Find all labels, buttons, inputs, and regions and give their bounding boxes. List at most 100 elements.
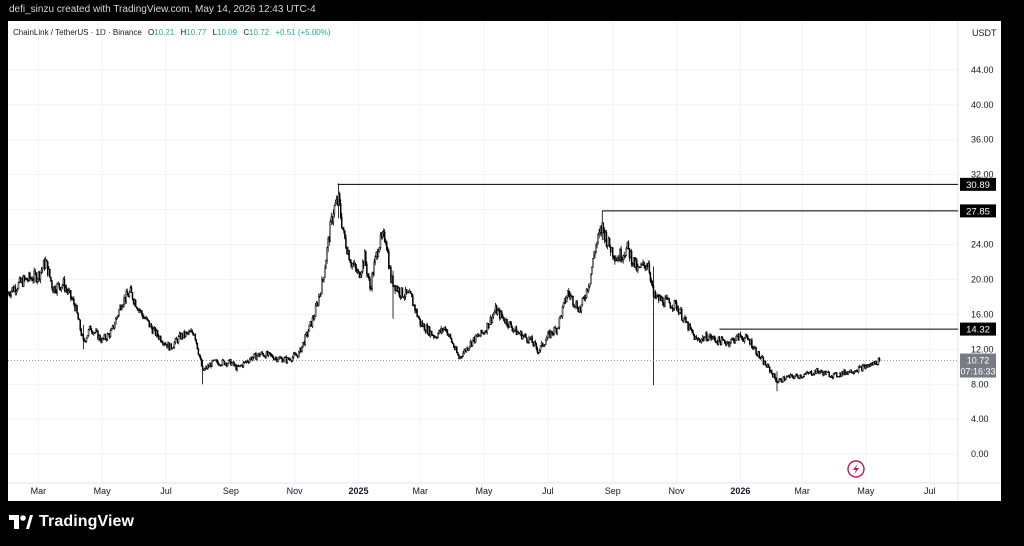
low-value: 10.09 <box>217 28 238 37</box>
candle-body <box>221 359 224 366</box>
candle-body <box>729 342 731 346</box>
candle <box>643 261 645 269</box>
candle <box>585 288 588 299</box>
candle-body <box>857 367 860 373</box>
candle <box>620 245 622 264</box>
candle <box>323 276 325 283</box>
candle <box>259 354 261 357</box>
candle-body <box>791 374 794 378</box>
candle-body <box>44 259 47 269</box>
candle-body <box>287 357 290 360</box>
candle-body <box>683 317 685 322</box>
candle <box>110 327 113 331</box>
candle-body <box>314 305 317 317</box>
candle <box>365 250 367 267</box>
candle <box>221 358 224 366</box>
candle <box>122 303 124 308</box>
candle <box>87 328 90 337</box>
candle <box>502 314 504 320</box>
candle-body <box>403 296 406 299</box>
candle <box>26 277 28 281</box>
candle <box>468 346 471 351</box>
candle <box>608 237 611 248</box>
brand[interactable]: TradingView <box>9 513 134 531</box>
candle-body <box>444 327 447 331</box>
candle <box>324 264 326 278</box>
candle <box>450 337 453 343</box>
candle-body <box>714 338 717 342</box>
candle-body <box>267 351 270 356</box>
candle <box>615 255 617 263</box>
candle <box>201 359 204 385</box>
candle <box>50 276 52 283</box>
candle-body <box>651 282 654 286</box>
candle <box>878 357 881 362</box>
candle-body <box>755 347 757 355</box>
candle-body <box>423 323 426 331</box>
candle-body <box>387 249 389 252</box>
candle <box>70 290 72 302</box>
candle <box>195 339 198 345</box>
time-tick: May <box>476 486 494 496</box>
candle-body <box>326 247 328 261</box>
candle <box>691 329 694 334</box>
candle-body <box>708 336 710 341</box>
candle <box>513 329 516 333</box>
candle-body <box>358 271 361 278</box>
candle-body <box>690 328 692 330</box>
candle-body <box>678 312 681 315</box>
candle-body <box>349 259 351 263</box>
candle-body <box>73 298 75 305</box>
candle <box>104 333 107 341</box>
candle <box>262 352 265 357</box>
candle <box>713 335 715 341</box>
candle <box>126 288 129 296</box>
candle <box>726 341 728 347</box>
candle-body <box>511 327 514 332</box>
candle-body <box>291 356 294 362</box>
candle <box>344 230 346 240</box>
candle-body <box>720 337 723 346</box>
candle-body <box>217 362 220 366</box>
candle-body <box>294 353 297 356</box>
candle-body <box>298 351 300 358</box>
candle-body <box>551 330 553 335</box>
candle <box>343 226 345 234</box>
candle <box>360 270 363 278</box>
candle-body <box>552 333 554 335</box>
candle-body <box>122 304 124 307</box>
candle <box>139 307 141 314</box>
candle <box>116 316 118 320</box>
candle-body <box>82 334 85 341</box>
candle-body <box>803 374 805 378</box>
candle <box>35 272 37 284</box>
candle <box>700 337 703 344</box>
chart-area[interactable]: ChainLink / TetherUS · 1D · Binance O10.… <box>8 21 1001 501</box>
candle <box>94 331 96 334</box>
candle <box>648 260 651 275</box>
candle <box>474 334 477 344</box>
candle-body <box>344 230 346 239</box>
candle-body <box>771 370 773 374</box>
candle <box>794 375 796 380</box>
level-badge <box>960 322 996 336</box>
candle-body <box>758 351 760 359</box>
candle-body <box>649 272 652 281</box>
candle <box>552 332 554 337</box>
time-tick: Mar <box>31 486 47 496</box>
candle <box>767 363 770 368</box>
candle-body <box>591 267 593 275</box>
candle <box>54 284 56 294</box>
candle <box>673 299 676 311</box>
candlestick-chart[interactable]: ChainLink / TetherUS · 1D · Binance O10.… <box>8 21 1001 501</box>
candle-body <box>786 375 789 378</box>
candle-body <box>23 275 26 280</box>
candle-body <box>324 268 326 278</box>
candle-body <box>385 241 388 251</box>
candle-body <box>412 296 414 306</box>
time-tick: Nov <box>287 486 304 496</box>
candle-body <box>286 357 289 363</box>
close-value: 10.72 <box>249 28 270 37</box>
candle <box>369 276 371 292</box>
candle <box>803 373 805 378</box>
